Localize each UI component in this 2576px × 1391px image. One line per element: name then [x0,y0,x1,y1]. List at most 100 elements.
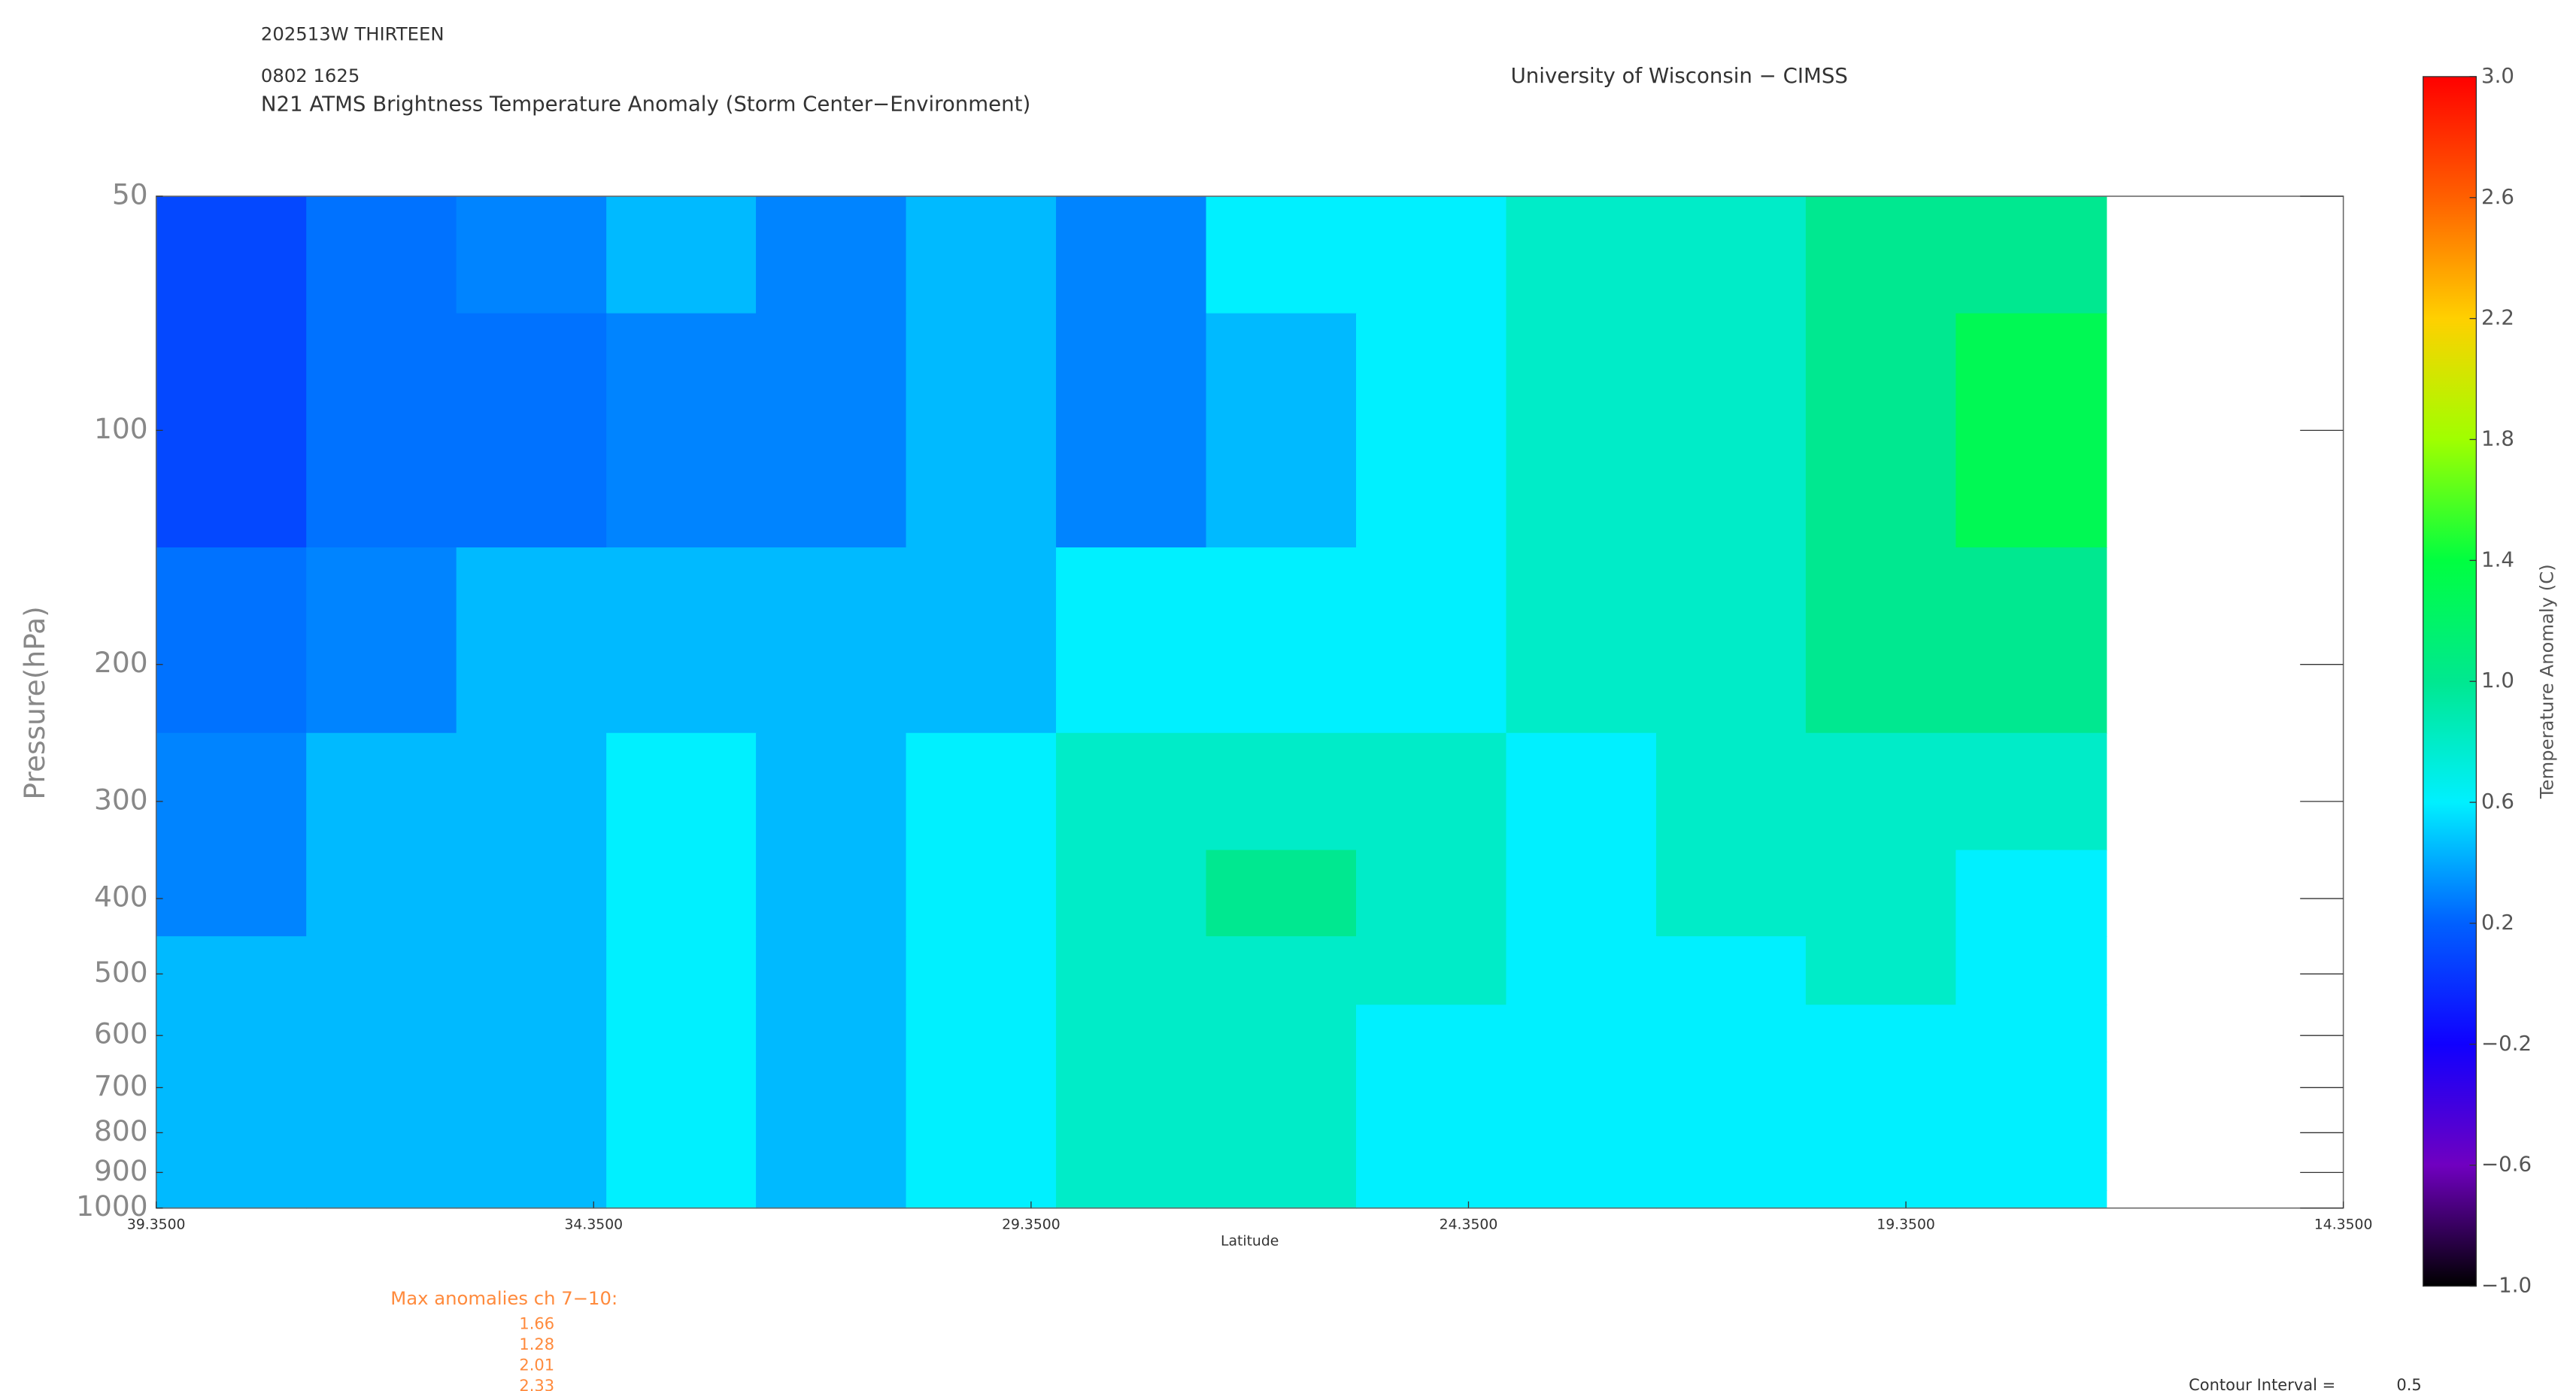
field-cell [1655,547,1807,734]
colorbar-tick-label: −0.2 [2481,1031,2532,1056]
field-cell [1056,1190,1207,1209]
field-cell [1506,1110,1657,1153]
field-cell [1805,1190,1957,1209]
field-cell [1655,1005,1807,1062]
field-cell [156,313,308,548]
field-cell [1956,850,2107,938]
field-cell [606,850,757,938]
y-tick-label: 500 [94,956,148,989]
y-tick-label: 200 [94,646,148,679]
field-cell [906,1190,1057,1209]
field-cell [906,195,1057,314]
x-tick-label: 29.3500 [1002,1217,1060,1232]
field-cell [1506,1005,1657,1062]
field-cell [906,1110,1057,1153]
colorbar-tick-label: 0.2 [2481,910,2514,935]
field-cell [1506,1061,1657,1111]
contour-interval-label: Contour Interval = [2189,1376,2335,1391]
field-cell [456,1152,608,1191]
field-cell [1506,732,1657,851]
field-cell [1206,313,1357,548]
field-cell [1056,1152,1207,1191]
field-cell [156,195,308,314]
field-cell [1356,1190,1507,1209]
field-cell [756,547,907,734]
field-cell [456,547,608,734]
field-cell [1506,547,1657,734]
y-tick-label: 600 [94,1017,148,1050]
field-cell [1056,1110,1207,1153]
field-cell [1056,1061,1207,1111]
field-cell [906,313,1057,548]
field-cell [1956,313,2107,548]
field-cell [1956,936,2107,1006]
y-tick-label: 400 [94,880,148,914]
field-cell [306,547,457,734]
max-anomaly: 2.01 [519,1356,554,1374]
field-cell [156,1061,308,1111]
max-anomalies-label: Max anomalies ch 7−10: [390,1287,617,1309]
field-cell [1206,195,1357,314]
field-cell [1206,1110,1357,1153]
field-cell [1956,1061,2107,1111]
field-cell [456,732,608,851]
field-cell [306,936,457,1006]
field-cell [1655,850,1807,938]
field-cell [1356,547,1507,734]
field-cell [1655,313,1807,548]
field-cell [456,850,608,938]
field-cell [1056,1005,1207,1062]
field-cell [756,850,907,938]
field-cell [456,1005,608,1062]
field-cell [1506,1190,1657,1209]
field-cell [1356,732,1507,851]
field-cell [1056,313,1207,548]
field-cell [1805,1110,1957,1153]
field-cell [756,195,907,314]
field-cell [1805,1152,1957,1191]
field-cell [906,936,1057,1006]
field-cell [1356,1152,1507,1191]
colorbar-tick-label: 3.0 [2481,63,2514,88]
field-cell [1655,1061,1807,1111]
field-cell [456,1061,608,1111]
colorbar-tick-label: −1.0 [2481,1273,2532,1298]
field-cell [456,1190,608,1209]
field-cell [606,547,757,734]
field-cell [156,1005,308,1062]
field-cell [1356,850,1507,938]
field-cell [1506,850,1657,938]
field-cell [306,1110,457,1153]
colorbar-tick-label: 1.8 [2481,426,2514,450]
field-cell [1655,1152,1807,1191]
field-cell [606,732,757,851]
field-cell [1655,195,1807,314]
colorbar-tick-label: 1.0 [2481,668,2514,692]
colorbar [2423,76,2477,1287]
y-tick-label: 1000 [76,1189,148,1223]
field-cell [1805,936,1957,1006]
max-anomaly: 2.33 [519,1377,554,1391]
field-cell [1356,1061,1507,1111]
y-tick-label: 50 [112,177,148,211]
field-cell [1206,850,1357,938]
field-cell [606,195,757,314]
field-cell [1356,313,1507,548]
field-cell [906,1005,1057,1062]
field-cell [156,936,308,1006]
colorbar-tick-label: 2.2 [2481,305,2514,330]
field-cell [1805,1061,1957,1111]
field-cell [306,1152,457,1191]
field-cell [906,850,1057,938]
y-tick-label: 300 [94,783,148,816]
y-tick-label: 700 [94,1069,148,1102]
time: 0802 1625 [261,65,360,86]
field-cell [1805,1005,1957,1062]
field-cell [606,1061,757,1111]
field-cell [1206,1190,1357,1209]
field-cell [606,1110,757,1153]
field-cell [756,1110,907,1153]
x-tick-label: 34.3500 [564,1217,623,1232]
field-cell [1506,313,1657,548]
field-cell [1356,195,1507,314]
